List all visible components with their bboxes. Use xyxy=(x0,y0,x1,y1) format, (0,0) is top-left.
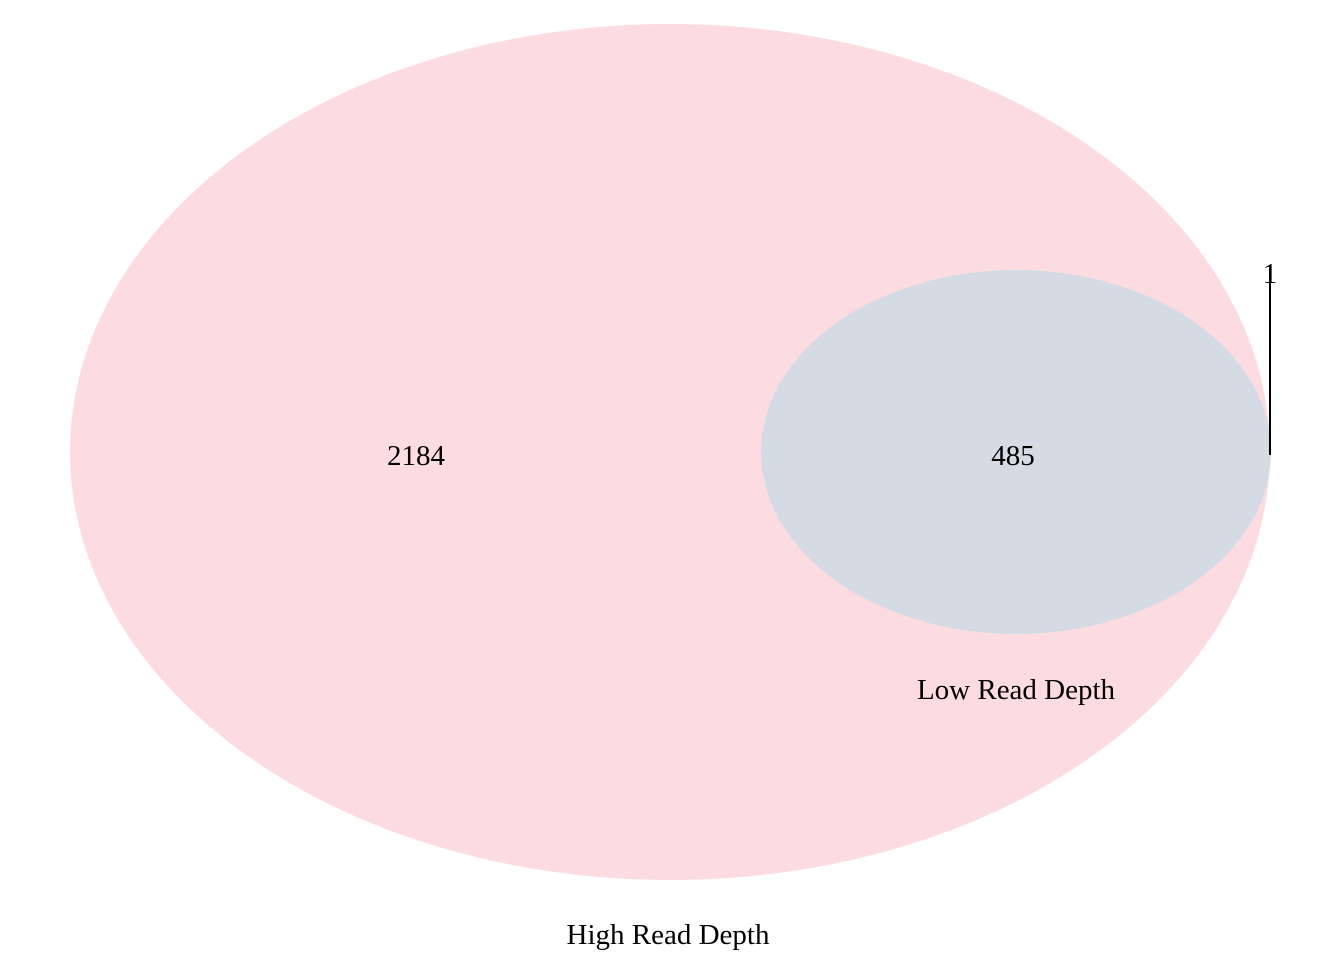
low-read-depth-set xyxy=(761,270,1271,634)
high-read-depth-set xyxy=(70,24,1270,880)
high-only-count: 2184 xyxy=(387,440,446,472)
high-read-depth-label: High Read Depth xyxy=(567,919,770,951)
low-only-count: 1 xyxy=(1263,258,1278,290)
overlap-count: 485 xyxy=(991,440,1035,472)
low-read-depth-label: Low Read Depth xyxy=(917,674,1116,706)
